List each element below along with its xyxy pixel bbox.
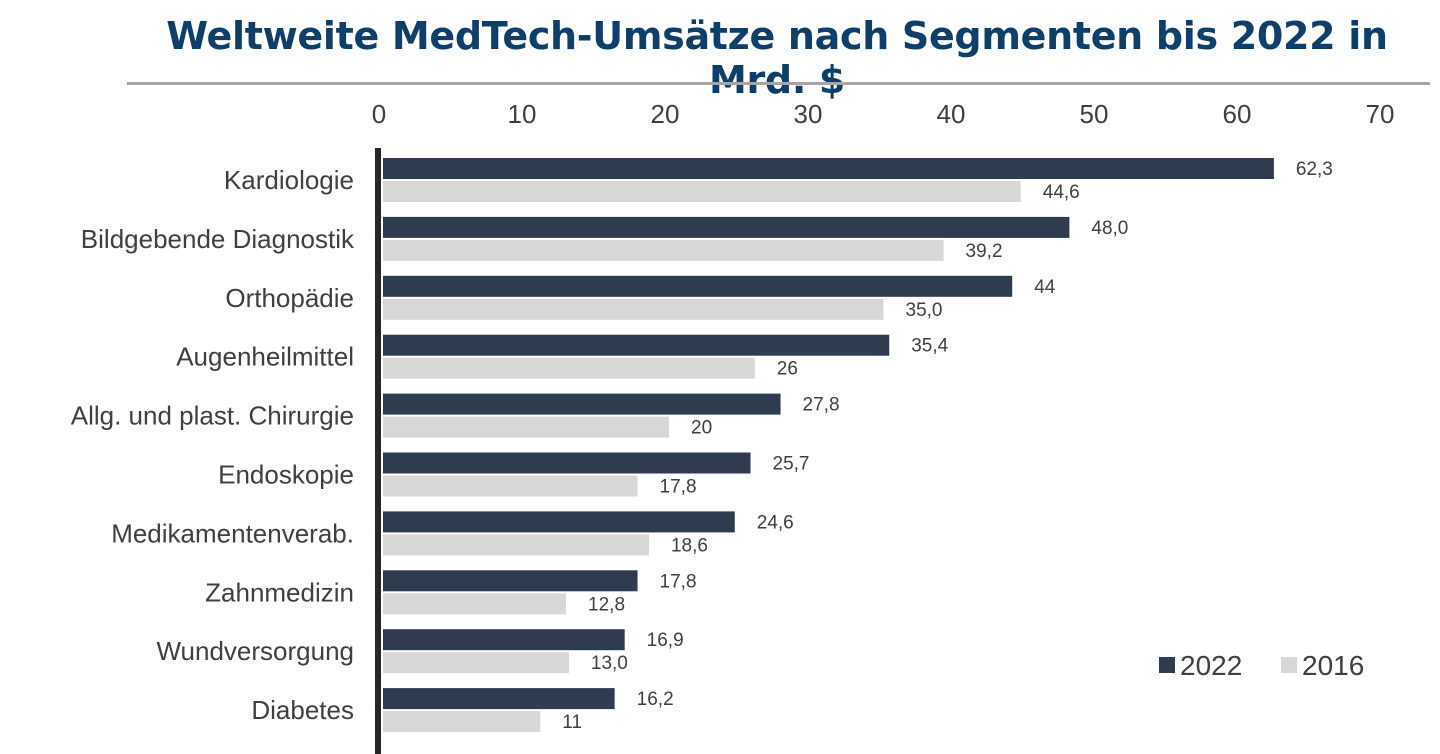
value-label-2016: 17,8 [660, 477, 697, 498]
bar-2022 [383, 158, 1274, 179]
bar-2022 [383, 570, 638, 592]
legend-swatch-2016 [1281, 657, 1297, 673]
bar-2022 [383, 275, 1013, 297]
chart-title: Weltweite MedTech-Umsätze nach Segmenten… [166, 14, 1388, 102]
category-labels: Kardiologie Bildgebende Diagnostik Orthopä… [71, 165, 355, 725]
bar-2016 [383, 534, 649, 556]
bar-2016 [383, 181, 1021, 202]
x-tick-label: 50 [1080, 99, 1109, 129]
x-tick-label: 20 [651, 99, 680, 129]
category-label: Orthopädie [225, 283, 354, 313]
bar-2016 [383, 357, 755, 379]
bar-2022 [383, 688, 615, 710]
legend-swatch-2022 [1159, 657, 1175, 673]
bar-2016 [383, 298, 884, 320]
y-axis-line [375, 148, 381, 754]
x-tick-label: 0 [372, 99, 386, 129]
value-label-2016: 13,0 [591, 653, 628, 674]
bar-2022 [383, 216, 1070, 238]
bar-2016 [383, 593, 567, 615]
value-label-2016: 26 [777, 359, 798, 380]
bar-2016 [383, 711, 541, 733]
category-label: Zahnmedizin [205, 577, 354, 607]
bar-2016 [383, 652, 569, 674]
x-tick-label: 40 [937, 99, 966, 129]
category-label: Augenheilmittel [176, 342, 354, 372]
value-label-2022: 16,2 [637, 689, 674, 710]
value-label-2022: 48,0 [1091, 218, 1128, 239]
value-label-2016: 20 [691, 418, 712, 439]
category-label: Endoskopie [218, 460, 354, 490]
value-label-2022: 24,6 [757, 512, 794, 533]
value-label-2022: 62,3 [1296, 159, 1333, 180]
category-label: Allg. und plast. Chirurgie [71, 401, 354, 431]
bar-2022 [383, 452, 751, 474]
bar-2022 [383, 629, 625, 651]
legend: 2022 2016 [1159, 650, 1364, 681]
bars [383, 158, 1274, 733]
category-label: Diabetes [251, 695, 354, 725]
title-divider [127, 82, 1430, 85]
category-label: Wundversorgung [156, 636, 354, 666]
bar-2022 [383, 511, 735, 533]
value-label-2016: 44,6 [1043, 182, 1080, 203]
category-label: Medikamentenverab. [111, 518, 354, 548]
category-label: Kardiologie [224, 165, 354, 195]
x-tick-label: 60 [1223, 99, 1252, 129]
bar-2022 [383, 334, 890, 356]
bar-2022 [383, 393, 781, 415]
x-axis-ticks: 0 10 20 30 40 50 60 70 [372, 99, 1395, 129]
value-label-2016: 11 [562, 712, 582, 733]
bar-2016 [383, 416, 669, 438]
x-tick-label: 10 [508, 99, 537, 129]
value-label-2022: 27,8 [803, 395, 840, 416]
value-label-2016: 18,6 [671, 535, 708, 556]
value-label-2022: 17,8 [660, 571, 697, 592]
value-label-2016: 12,8 [588, 594, 625, 615]
value-labels: 62,3 48,0 44 35,4 27,8 25,7 24,6 17,8 16,9 16,2 44… [562, 159, 1333, 733]
bar-2016 [383, 239, 944, 261]
value-label-2016: 39,2 [966, 241, 1003, 262]
x-tick-label: 70 [1366, 99, 1395, 129]
category-label: Bildgebende Diagnostik [81, 224, 355, 254]
value-label-2022: 25,7 [773, 454, 810, 475]
legend-label-2022: 2022 [1180, 650, 1242, 681]
bar-2016 [383, 475, 638, 497]
value-label-2022: 35,4 [911, 336, 948, 357]
value-label-2016: 35,0 [906, 300, 943, 321]
value-label-2022: 44 [1034, 277, 1056, 298]
value-label-2022: 16,9 [647, 630, 684, 651]
x-tick-label: 30 [794, 99, 823, 129]
legend-label-2016: 2016 [1302, 650, 1364, 681]
